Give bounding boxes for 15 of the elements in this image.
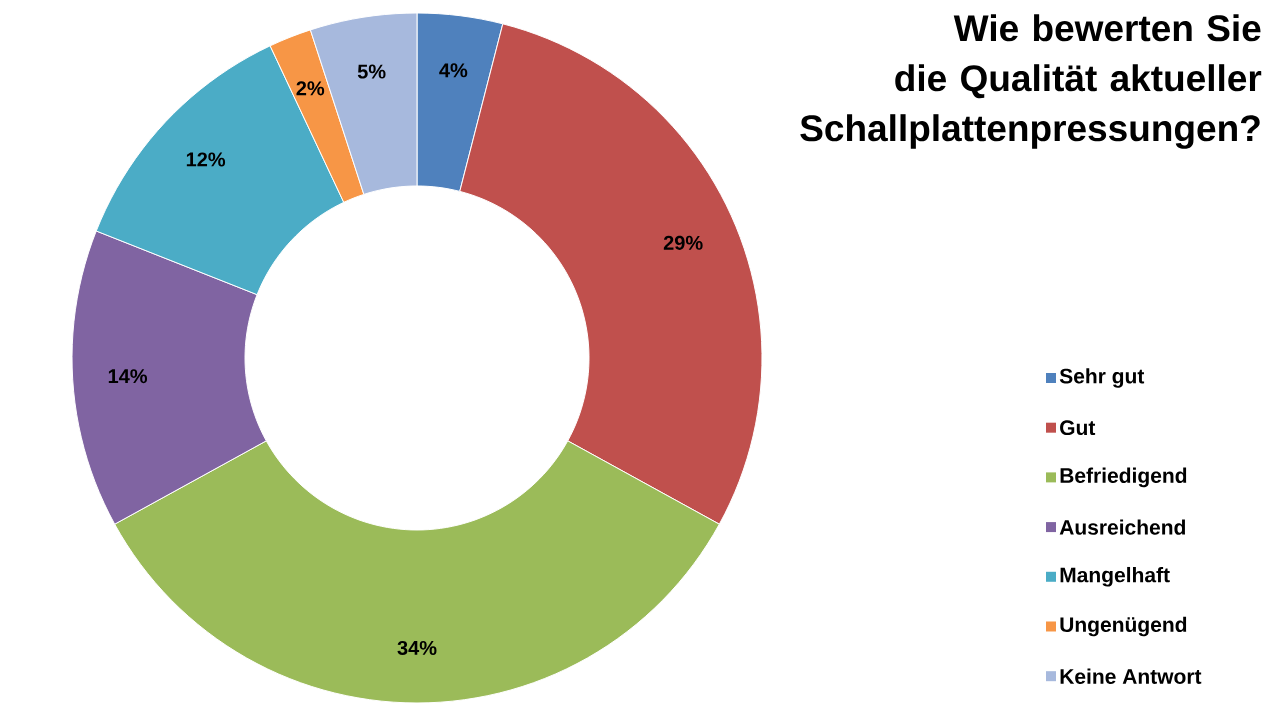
text: Wie bewerten Sie die Qualität aktueller Schallplattenpressungen? bbox=[800, 14, 1262, 149]
data-label: 4% bbox=[439, 63, 468, 78]
legend-label: Ausreichend bbox=[1059, 519, 1186, 535]
legend-label: Mangelhaft bbox=[1060, 566, 1170, 587]
legend-label: Keine Antwort bbox=[1060, 668, 1202, 684]
data-label: 12% bbox=[186, 152, 226, 167]
legend-label: Ungenügend bbox=[1060, 616, 1187, 637]
data-label: 29% bbox=[663, 235, 703, 250]
data-label: 14% bbox=[108, 369, 148, 384]
data-label: 34% bbox=[397, 640, 437, 656]
legend-label: Sehr gut bbox=[1059, 368, 1145, 388]
legend-label: Befriedigend bbox=[1060, 467, 1187, 488]
legend-label: Gut bbox=[1060, 420, 1096, 436]
data-label: 5% bbox=[357, 64, 386, 79]
data-label: 2% bbox=[296, 81, 325, 96]
